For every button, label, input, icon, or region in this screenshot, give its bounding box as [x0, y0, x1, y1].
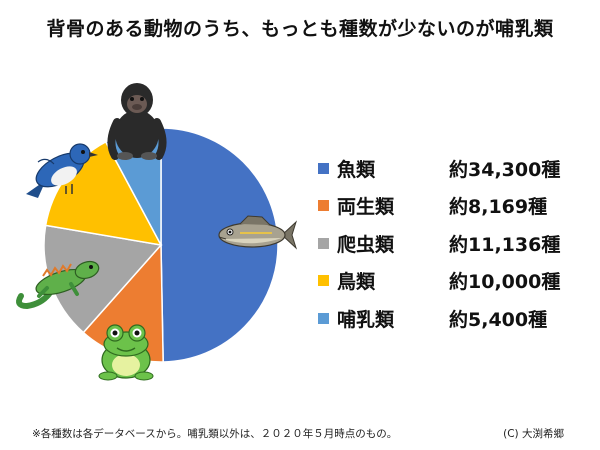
legend-value: 約8,169種: [449, 196, 548, 218]
legend-value: 約34,300種: [449, 158, 561, 181]
footnote: ※各種数は各データベースから。哺乳類以外は、２０２０年５月時点のもの。: [32, 428, 398, 440]
legend-label: 鳥類: [337, 271, 376, 293]
credit: (C) 大渕希郷: [503, 428, 564, 440]
chart-title: 背骨のある動物のうち、もっとも種数が少ないのが哺乳類: [46, 18, 554, 40]
legend-swatch: [318, 237, 329, 249]
pie-slice-1: [160, 127, 279, 363]
fish-icon: [218, 215, 298, 250]
legend-item: 魚類 約34,300種: [318, 156, 561, 181]
legend-swatch: [318, 312, 329, 324]
legend-label: 魚類: [337, 158, 376, 181]
legend-item: 哺乳類 約5,400種: [318, 306, 548, 331]
legend-value: 約5,400種: [449, 308, 548, 331]
gorilla-icon: [107, 83, 167, 160]
legend-label: 両生類: [337, 196, 395, 218]
lizard-icon: [16, 260, 100, 310]
legend-swatch: [318, 162, 329, 174]
legend-value: 約10,000種: [449, 271, 561, 293]
frog-icon: [98, 324, 154, 381]
legend-swatch: [318, 275, 329, 286]
legend-label: 爬虫類: [337, 233, 395, 256]
legend-label: 哺乳類: [337, 308, 395, 331]
legend-value: 約11,136種: [449, 233, 561, 256]
legend-item: 鳥類 約10,000種: [318, 269, 560, 293]
bird-icon: [26, 143, 98, 198]
legend-item: 両生類 約8,169種: [318, 194, 547, 218]
legend-swatch: [318, 200, 329, 211]
legend-item: 爬虫類 約11,136種: [318, 231, 561, 256]
